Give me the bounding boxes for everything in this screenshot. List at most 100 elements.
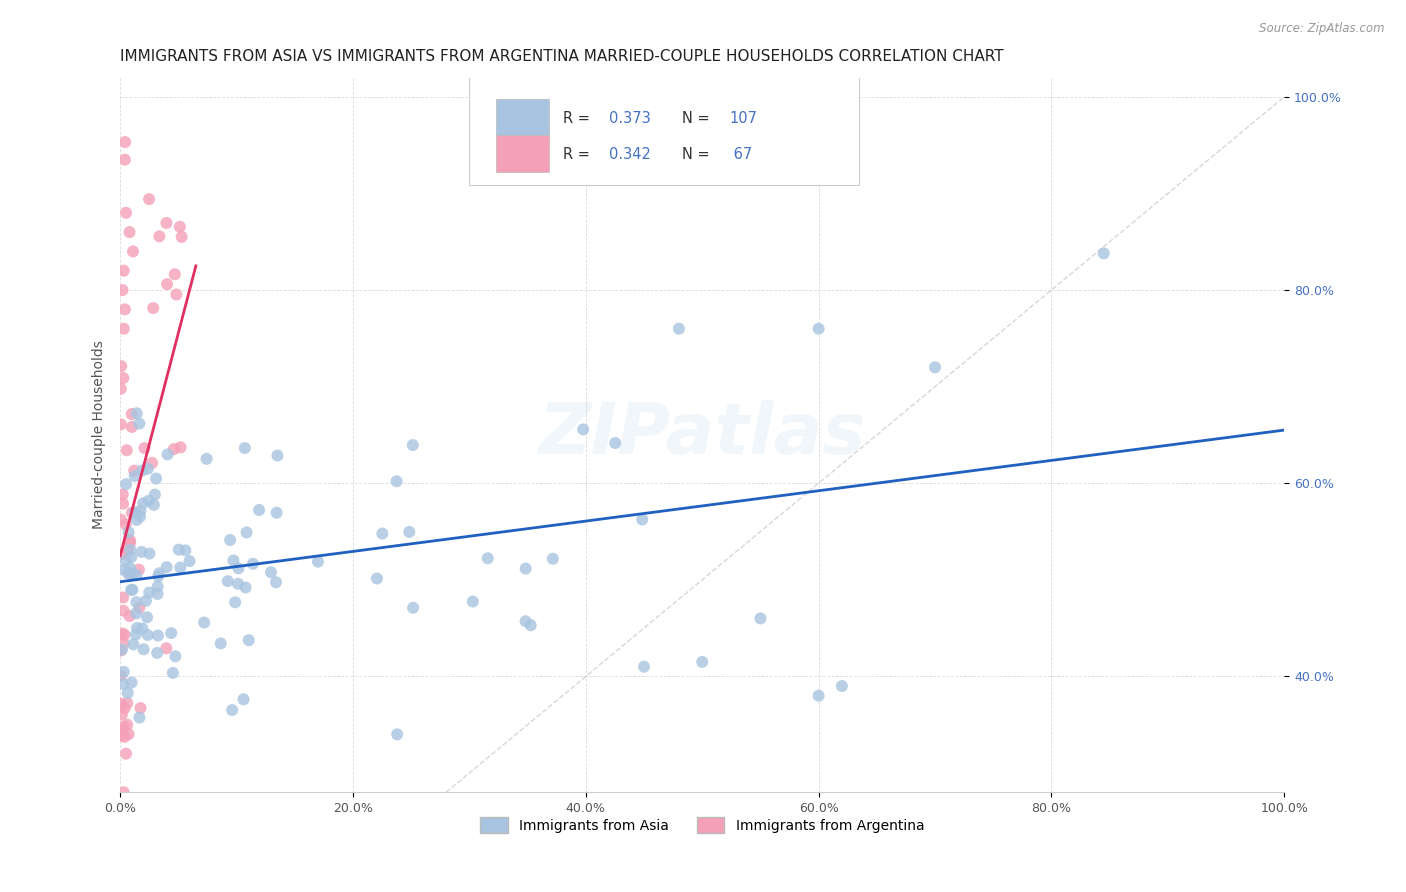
- Point: [111, 724, 134, 739]
- Point: [111, 497, 134, 511]
- Point: [129, 504, 152, 518]
- Point: [146, 629, 169, 643]
- Point: [179, 554, 201, 568]
- Point: [112, 730, 135, 744]
- Point: [112, 591, 135, 605]
- Point: [118, 533, 141, 548]
- Point: [398, 524, 420, 539]
- Point: [134, 441, 156, 455]
- Point: [110, 729, 132, 743]
- Point: [209, 636, 232, 650]
- Point: [118, 566, 141, 581]
- Point: [156, 277, 179, 292]
- Point: [232, 692, 254, 706]
- Point: [235, 581, 257, 595]
- Point: [112, 371, 135, 385]
- Point: [138, 192, 160, 206]
- Point: [125, 406, 148, 420]
- Point: [235, 525, 257, 540]
- Point: [120, 542, 142, 557]
- Point: [114, 302, 136, 317]
- Point: [128, 563, 150, 577]
- Point: [142, 498, 165, 512]
- Point: [112, 636, 135, 650]
- Point: [1092, 246, 1115, 260]
- Point: [110, 417, 132, 432]
- Point: [112, 604, 135, 618]
- Point: [266, 506, 288, 520]
- Text: N =: N =: [682, 146, 714, 161]
- Point: [110, 668, 132, 682]
- Point: [110, 697, 132, 711]
- Point: [366, 572, 388, 586]
- Point: [633, 659, 655, 673]
- Point: [112, 720, 135, 734]
- Point: [169, 219, 191, 234]
- Point: [668, 321, 690, 335]
- FancyBboxPatch shape: [470, 72, 859, 185]
- Point: [129, 701, 152, 715]
- Point: [120, 549, 142, 564]
- Point: [124, 469, 146, 483]
- Point: [219, 533, 242, 547]
- Point: [146, 580, 169, 594]
- Point: [690, 655, 713, 669]
- Point: [114, 628, 136, 642]
- Point: [122, 244, 145, 259]
- Text: IMMIGRANTS FROM ASIA VS IMMIGRANTS FROM ARGENTINA MARRIED-COUPLE HOUSEHOLDS CORR: IMMIGRANTS FROM ASIA VS IMMIGRANTS FROM …: [121, 49, 1004, 64]
- Point: [148, 569, 170, 583]
- Point: [122, 464, 145, 478]
- Point: [515, 614, 537, 628]
- Y-axis label: Married-couple Households: Married-couple Households: [93, 341, 107, 529]
- Point: [114, 517, 136, 532]
- Point: [605, 436, 627, 450]
- Point: [112, 665, 135, 679]
- Point: [371, 526, 394, 541]
- Point: [112, 677, 135, 691]
- Point: [121, 675, 143, 690]
- Point: [807, 689, 830, 703]
- Point: [128, 600, 150, 615]
- Point: [131, 545, 153, 559]
- Point: [115, 443, 138, 458]
- Point: [224, 595, 246, 609]
- Point: [121, 506, 143, 520]
- Point: [247, 503, 270, 517]
- Point: [117, 566, 139, 581]
- Point: [572, 422, 595, 436]
- Point: [114, 135, 136, 149]
- Point: [807, 321, 830, 335]
- Point: [118, 727, 141, 741]
- Point: [195, 451, 218, 466]
- Point: [118, 561, 141, 575]
- Point: [138, 585, 160, 599]
- Point: [266, 449, 288, 463]
- Point: [111, 707, 134, 722]
- Point: [146, 646, 169, 660]
- Text: R =: R =: [562, 111, 593, 126]
- Point: [136, 610, 159, 624]
- FancyBboxPatch shape: [496, 135, 548, 172]
- Point: [402, 600, 425, 615]
- Point: [115, 747, 138, 761]
- Text: Source: ZipAtlas.com: Source: ZipAtlas.com: [1260, 22, 1385, 36]
- Point: [749, 611, 772, 625]
- Point: [146, 587, 169, 601]
- Point: [110, 382, 132, 396]
- Point: [121, 566, 143, 581]
- Point: [222, 553, 245, 567]
- Point: [163, 442, 186, 456]
- Point: [165, 649, 187, 664]
- Point: [114, 153, 136, 167]
- Point: [167, 542, 190, 557]
- Point: [121, 582, 143, 597]
- Point: [124, 505, 146, 519]
- Point: [111, 642, 134, 657]
- Point: [111, 833, 134, 847]
- Point: [242, 557, 264, 571]
- Point: [260, 566, 283, 580]
- Point: [228, 561, 250, 575]
- Point: [385, 475, 408, 489]
- Point: [112, 563, 135, 577]
- Point: [165, 287, 187, 301]
